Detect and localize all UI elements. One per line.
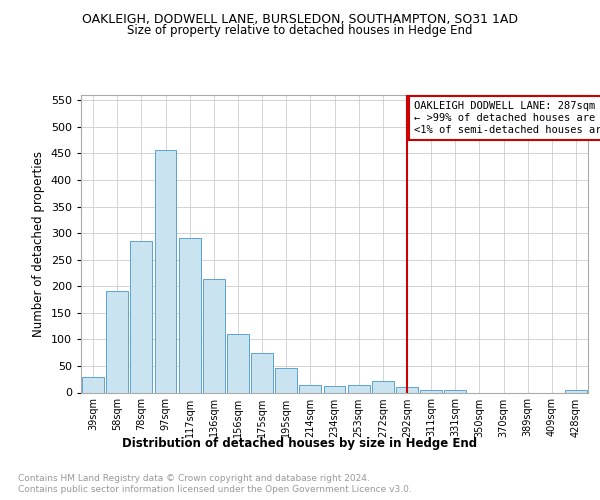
Text: Distribution of detached houses by size in Hedge End: Distribution of detached houses by size … [122, 438, 478, 450]
Bar [82, 376, 104, 392]
Bar [130, 241, 152, 392]
Bar [155, 150, 176, 392]
Bar [396, 387, 418, 392]
Text: Contains HM Land Registry data © Crown copyright and database right 2024.: Contains HM Land Registry data © Crown c… [18, 474, 370, 483]
Bar [275, 368, 297, 392]
Bar [323, 386, 346, 392]
Bar [372, 382, 394, 392]
Bar [179, 238, 200, 392]
Bar [299, 385, 321, 392]
Bar [203, 280, 224, 392]
Bar [106, 290, 128, 392]
Y-axis label: Number of detached properties: Number of detached properties [32, 151, 45, 337]
Bar [565, 390, 587, 392]
Text: Contains public sector information licensed under the Open Government Licence v3: Contains public sector information licen… [18, 485, 412, 494]
Bar [420, 390, 442, 392]
Bar [445, 390, 466, 392]
Bar [227, 334, 249, 392]
Text: Size of property relative to detached houses in Hedge End: Size of property relative to detached ho… [127, 24, 473, 37]
Text: OAKLEIGH, DODWELL LANE, BURSLEDON, SOUTHAMPTON, SO31 1AD: OAKLEIGH, DODWELL LANE, BURSLEDON, SOUTH… [82, 12, 518, 26]
Bar [348, 385, 370, 392]
Bar [251, 353, 273, 393]
Text: OAKLEIGH DODWELL LANE: 287sqm
← >99% of detached houses are smaller (1,728)
<1% : OAKLEIGH DODWELL LANE: 287sqm ← >99% of … [414, 102, 600, 134]
